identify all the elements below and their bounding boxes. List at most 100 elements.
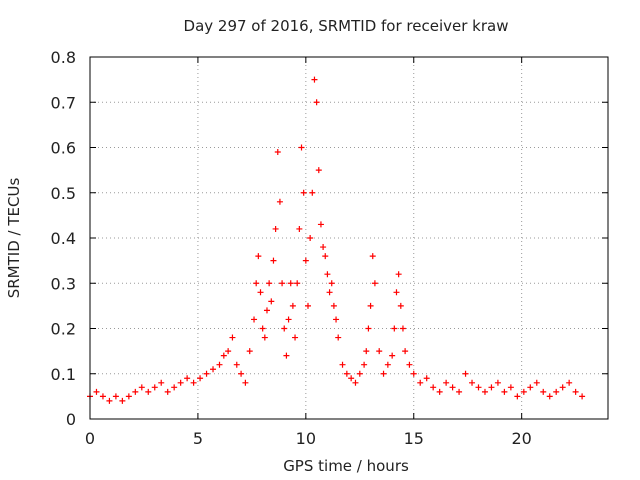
data-point bbox=[559, 384, 566, 391]
y-tick-label: 0 bbox=[66, 410, 76, 429]
data-point bbox=[326, 289, 333, 296]
axis-ticks bbox=[89, 56, 608, 420]
data-point bbox=[406, 361, 413, 368]
data-point bbox=[315, 167, 322, 174]
data-point bbox=[281, 325, 288, 332]
data-point bbox=[335, 334, 342, 341]
data-point bbox=[527, 384, 534, 391]
data-point bbox=[253, 280, 260, 287]
data-point bbox=[171, 384, 178, 391]
data-point bbox=[242, 379, 249, 386]
data-point bbox=[494, 379, 501, 386]
data-point bbox=[469, 379, 476, 386]
data-point bbox=[307, 235, 314, 241]
data-point bbox=[151, 384, 158, 391]
data-point bbox=[384, 361, 391, 368]
x-tick-label: 15 bbox=[404, 429, 424, 448]
y-axis-label: SRMTID / TECUs bbox=[5, 178, 23, 299]
chart-title: Day 297 of 2016, SRMTID for receiver kra… bbox=[184, 17, 509, 35]
data-series-srmtid bbox=[87, 76, 586, 404]
data-point bbox=[158, 379, 165, 386]
data-point bbox=[572, 388, 579, 395]
data-point bbox=[356, 370, 363, 377]
data-point bbox=[395, 271, 402, 278]
data-point bbox=[119, 397, 126, 404]
data-point bbox=[272, 225, 279, 232]
data-point bbox=[302, 257, 309, 264]
data-point bbox=[138, 384, 145, 391]
data-point bbox=[514, 393, 521, 400]
data-point bbox=[361, 361, 368, 368]
data-point bbox=[417, 379, 424, 386]
data-point bbox=[399, 325, 406, 332]
data-point bbox=[266, 280, 273, 287]
data-point bbox=[402, 348, 409, 355]
data-point bbox=[300, 189, 307, 196]
data-point bbox=[203, 370, 210, 377]
data-point bbox=[520, 388, 527, 395]
tick-labels: 0 0.1 0.2 0.3 0.4 0.5 0.6 0.7 0.8 0 5 10 15 20 bbox=[51, 48, 532, 448]
data-point bbox=[322, 253, 329, 260]
plot-frame bbox=[89, 56, 609, 420]
data-point bbox=[579, 393, 586, 400]
data-point bbox=[363, 348, 370, 355]
data-point bbox=[501, 388, 508, 395]
data-point bbox=[343, 370, 350, 377]
data-point bbox=[449, 384, 456, 391]
data-point bbox=[283, 352, 290, 359]
data-point bbox=[330, 302, 337, 309]
data-point bbox=[393, 289, 400, 296]
data-point bbox=[475, 384, 482, 391]
data-point bbox=[533, 379, 540, 386]
data-point bbox=[456, 388, 463, 395]
data-point bbox=[225, 348, 232, 355]
data-point bbox=[389, 352, 396, 359]
data-point bbox=[270, 257, 277, 264]
data-point bbox=[540, 388, 547, 395]
data-point bbox=[507, 384, 514, 391]
y-tick-label: 0.8 bbox=[51, 48, 76, 67]
y-tick-label: 0.4 bbox=[51, 229, 76, 248]
data-point bbox=[112, 393, 119, 400]
data-point bbox=[367, 302, 374, 309]
data-point bbox=[309, 189, 316, 196]
data-point bbox=[443, 379, 450, 386]
data-point bbox=[430, 384, 437, 391]
data-point bbox=[132, 388, 139, 395]
data-point bbox=[311, 76, 318, 83]
data-point bbox=[246, 348, 253, 355]
data-point bbox=[410, 370, 417, 377]
data-point bbox=[365, 325, 372, 332]
data-point bbox=[233, 361, 240, 368]
data-point bbox=[106, 397, 113, 404]
grid-lines bbox=[90, 57, 608, 419]
data-point bbox=[369, 253, 376, 260]
data-point bbox=[304, 302, 311, 309]
y-tick-label: 0.3 bbox=[51, 274, 76, 293]
y-tick-label: 0.5 bbox=[51, 184, 76, 203]
data-point bbox=[274, 149, 281, 156]
data-point bbox=[423, 375, 430, 382]
data-point bbox=[292, 334, 299, 341]
data-point bbox=[328, 280, 335, 287]
data-point bbox=[317, 221, 324, 228]
data-point bbox=[371, 280, 378, 287]
y-tick-label: 0.2 bbox=[51, 320, 76, 339]
data-point bbox=[279, 280, 286, 287]
data-point bbox=[376, 348, 383, 355]
data-point bbox=[324, 271, 331, 278]
data-point bbox=[216, 361, 223, 368]
data-point bbox=[294, 280, 301, 287]
data-point bbox=[488, 384, 495, 391]
data-point bbox=[251, 316, 258, 323]
data-point bbox=[99, 393, 106, 400]
data-point bbox=[333, 316, 340, 323]
y-tick-label: 0.7 bbox=[51, 93, 76, 112]
x-tick-label: 0 bbox=[85, 429, 95, 448]
data-point bbox=[268, 298, 275, 305]
data-point bbox=[566, 379, 573, 386]
data-point bbox=[164, 388, 171, 395]
data-point bbox=[397, 302, 404, 309]
